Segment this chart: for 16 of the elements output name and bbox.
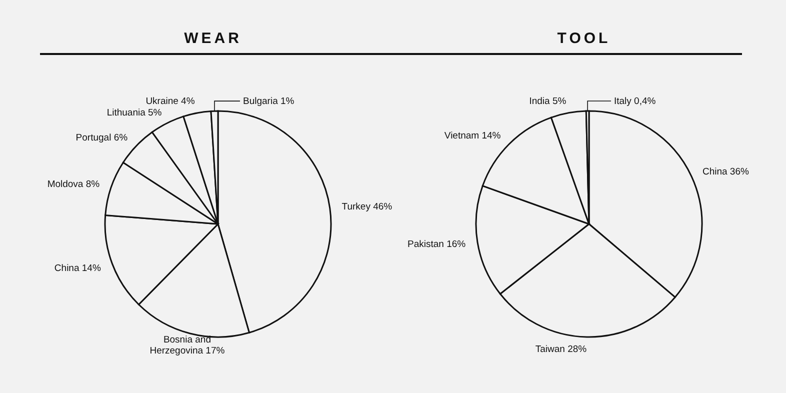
slice-label: Lithuania 5% — [106, 106, 162, 118]
slice-label: Pakistan 16% — [408, 238, 466, 250]
slice-label: Italy 0,4% — [614, 96, 656, 107]
slice-label: Turkey 46% — [342, 201, 393, 212]
slice-label: India 5% — [529, 96, 567, 107]
slice-label: Bosnia and Herzegovina 17% — [150, 334, 226, 356]
slice-label: Moldova 8% — [47, 178, 100, 190]
slice-label: Portugal 6% — [76, 132, 128, 144]
chart-title: WEAR — [183, 30, 243, 47]
slice-label: China 14% — [54, 262, 102, 274]
chart-title: TOOL — [556, 30, 612, 47]
slice-label: Ukraine 4% — [146, 96, 196, 107]
slice-label: Bulgaria 1% — [243, 96, 295, 107]
slice-label: Vietnam 14% — [444, 130, 502, 141]
slice-label: China 36% — [702, 166, 750, 178]
slice-label: Taiwan 28% — [535, 343, 588, 354]
